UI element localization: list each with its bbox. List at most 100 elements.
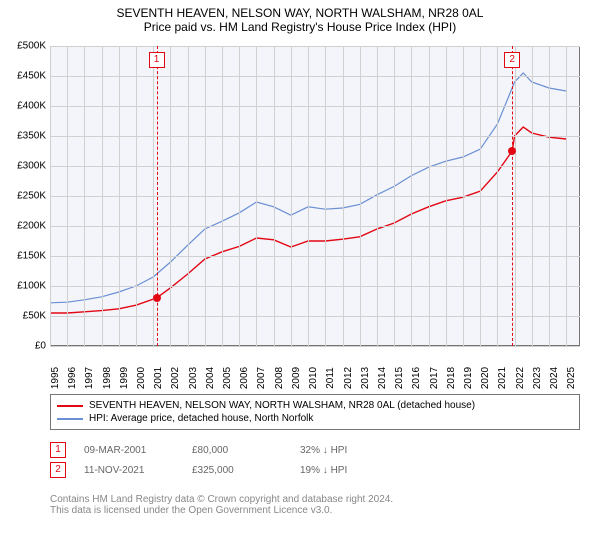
xtick-label: 1997 xyxy=(84,367,95,389)
xtick-label: 2017 xyxy=(429,367,440,389)
gridline-v xyxy=(119,46,120,346)
marker-dot xyxy=(153,294,161,302)
gridline-v xyxy=(170,46,171,346)
ytick-label: £100K xyxy=(17,281,46,292)
transaction-date: 09-MAR-2001 xyxy=(84,445,174,456)
gridline-h xyxy=(50,346,580,347)
xtick-label: 2002 xyxy=(170,367,181,389)
xtick-label: 2013 xyxy=(360,367,371,389)
gridline-h xyxy=(50,226,580,227)
xtick-label: 2008 xyxy=(274,367,285,389)
marker-line xyxy=(512,46,513,346)
footnote-line1: Contains HM Land Registry data © Crown c… xyxy=(50,494,393,505)
gridline-v xyxy=(256,46,257,346)
transaction-rel: 32% ↓ HPI xyxy=(300,445,390,456)
xtick-label: 2010 xyxy=(308,367,319,389)
gridline-h xyxy=(50,316,580,317)
ytick-label: £350K xyxy=(17,131,46,142)
ytick-label: £500K xyxy=(17,41,46,52)
transaction-date: 11-NOV-2021 xyxy=(84,465,174,476)
ytick-label: £450K xyxy=(17,71,46,82)
plot-area: £0£50K£100K£150K£200K£250K£300K£350K£400… xyxy=(50,46,580,346)
xtick-label: 1998 xyxy=(102,367,113,389)
ytick-label: £250K xyxy=(17,191,46,202)
marker-box: 2 xyxy=(504,52,520,68)
ytick-label: £400K xyxy=(17,101,46,112)
xtick-label: 1996 xyxy=(67,367,78,389)
transaction-marker: 1 xyxy=(50,442,66,458)
gridline-h xyxy=(50,76,580,77)
xtick-label: 2001 xyxy=(153,367,164,389)
gridline-h xyxy=(50,46,580,47)
gridline-h xyxy=(50,106,580,107)
xtick-label: 2012 xyxy=(343,367,354,389)
legend-row: SEVENTH HEAVEN, NELSON WAY, NORTH WALSHA… xyxy=(57,399,573,412)
gridline-v xyxy=(222,46,223,346)
transaction-rel: 19% ↓ HPI xyxy=(300,465,390,476)
xtick-label: 2007 xyxy=(256,367,267,389)
xtick-label: 2009 xyxy=(291,367,302,389)
gridline-v xyxy=(325,46,326,346)
xtick-label: 2014 xyxy=(377,367,388,389)
xtick-label: 2022 xyxy=(515,367,526,389)
gridline-v xyxy=(429,46,430,346)
footnote: Contains HM Land Registry data © Crown c… xyxy=(50,494,393,516)
gridline-v xyxy=(360,46,361,346)
xtick-label: 2023 xyxy=(532,367,543,389)
gridline-v xyxy=(205,46,206,346)
xtick-label: 2000 xyxy=(136,367,147,389)
gridline-v xyxy=(515,46,516,346)
gridline-h xyxy=(50,166,580,167)
gridline-v xyxy=(480,46,481,346)
xtick-label: 2011 xyxy=(325,367,336,389)
ytick-label: £150K xyxy=(17,251,46,262)
legend-label: HPI: Average price, detached house, Nort… xyxy=(89,413,313,424)
xtick-label: 2024 xyxy=(549,367,560,389)
gridline-v xyxy=(497,46,498,346)
gridline-h xyxy=(50,256,580,257)
chart-container: SEVENTH HEAVEN, NELSON WAY, NORTH WALSHA… xyxy=(0,0,600,560)
legend-row: HPI: Average price, detached house, Nort… xyxy=(57,412,573,425)
transaction-price: £80,000 xyxy=(192,445,282,456)
ytick-label: £0 xyxy=(35,341,46,352)
xtick-label: 2015 xyxy=(394,367,405,389)
ytick-label: £50K xyxy=(23,311,46,322)
xtick-label: 1999 xyxy=(119,367,130,389)
xtick-label: 2003 xyxy=(188,367,199,389)
gridline-v xyxy=(463,46,464,346)
gridline-v xyxy=(102,46,103,346)
gridline-h xyxy=(50,286,580,287)
transaction-row: 1 09-MAR-2001 £80,000 32% ↓ HPI xyxy=(50,440,390,460)
marker-box: 1 xyxy=(149,52,165,68)
xtick-label: 2021 xyxy=(497,367,508,389)
transaction-row: 2 11-NOV-2021 £325,000 19% ↓ HPI xyxy=(50,460,390,480)
gridline-v xyxy=(136,46,137,346)
gridline-v xyxy=(188,46,189,346)
legend-label: SEVENTH HEAVEN, NELSON WAY, NORTH WALSHA… xyxy=(89,400,475,411)
marker-dot xyxy=(508,147,516,155)
xtick-label: 2004 xyxy=(205,367,216,389)
gridline-v xyxy=(308,46,309,346)
gridline-v xyxy=(446,46,447,346)
gridline-v xyxy=(343,46,344,346)
xtick-label: 2006 xyxy=(239,367,250,389)
gridline-v xyxy=(411,46,412,346)
gridline-h xyxy=(50,136,580,137)
legend-swatch xyxy=(57,418,83,420)
gridline-v xyxy=(566,46,567,346)
gridline-v xyxy=(549,46,550,346)
footnote-line2: This data is licensed under the Open Gov… xyxy=(50,505,393,516)
gridline-v xyxy=(274,46,275,346)
transaction-marker: 2 xyxy=(50,462,66,478)
gridline-v xyxy=(394,46,395,346)
legend: SEVENTH HEAVEN, NELSON WAY, NORTH WALSHA… xyxy=(50,394,580,430)
gridline-v xyxy=(50,46,51,346)
transaction-price: £325,000 xyxy=(192,465,282,476)
gridline-v xyxy=(239,46,240,346)
xtick-label: 2025 xyxy=(566,367,577,389)
gridline-h xyxy=(50,196,580,197)
ytick-label: £200K xyxy=(17,221,46,232)
ytick-label: £300K xyxy=(17,161,46,172)
xtick-label: 2019 xyxy=(463,367,474,389)
xtick-label: 1995 xyxy=(50,367,61,389)
